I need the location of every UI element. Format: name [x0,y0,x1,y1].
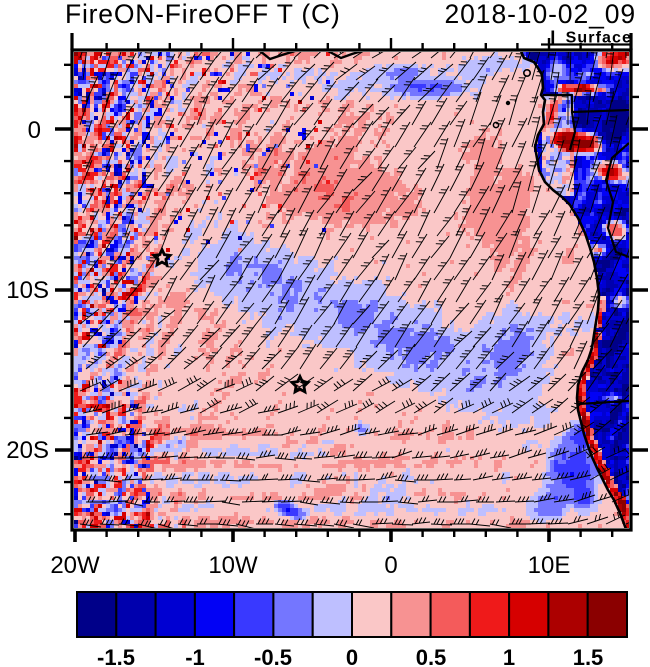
svg-text:0: 0 [346,645,358,667]
svg-text:10E: 10E [528,552,571,579]
svg-text:FireON-FireOFF T (C): FireON-FireOFF T (C) [65,0,341,29]
svg-text:20W: 20W [50,552,100,579]
svg-text:-1.5: -1.5 [97,645,135,667]
svg-text:2018-10-02_09: 2018-10-02_09 [445,0,636,29]
svg-text:-0.5: -0.5 [254,645,292,667]
svg-text:0.5: 0.5 [416,645,447,667]
svg-text:Surface: Surface [566,30,632,47]
svg-text:0: 0 [28,117,41,144]
svg-text:0: 0 [384,552,397,579]
svg-text:10W: 10W [208,552,258,579]
svg-text:1: 1 [503,645,515,667]
svg-text:20S: 20S [6,437,49,464]
svg-text:-1: -1 [185,645,205,667]
svg-text:1.5: 1.5 [573,645,604,667]
svg-text:10S: 10S [6,277,49,304]
